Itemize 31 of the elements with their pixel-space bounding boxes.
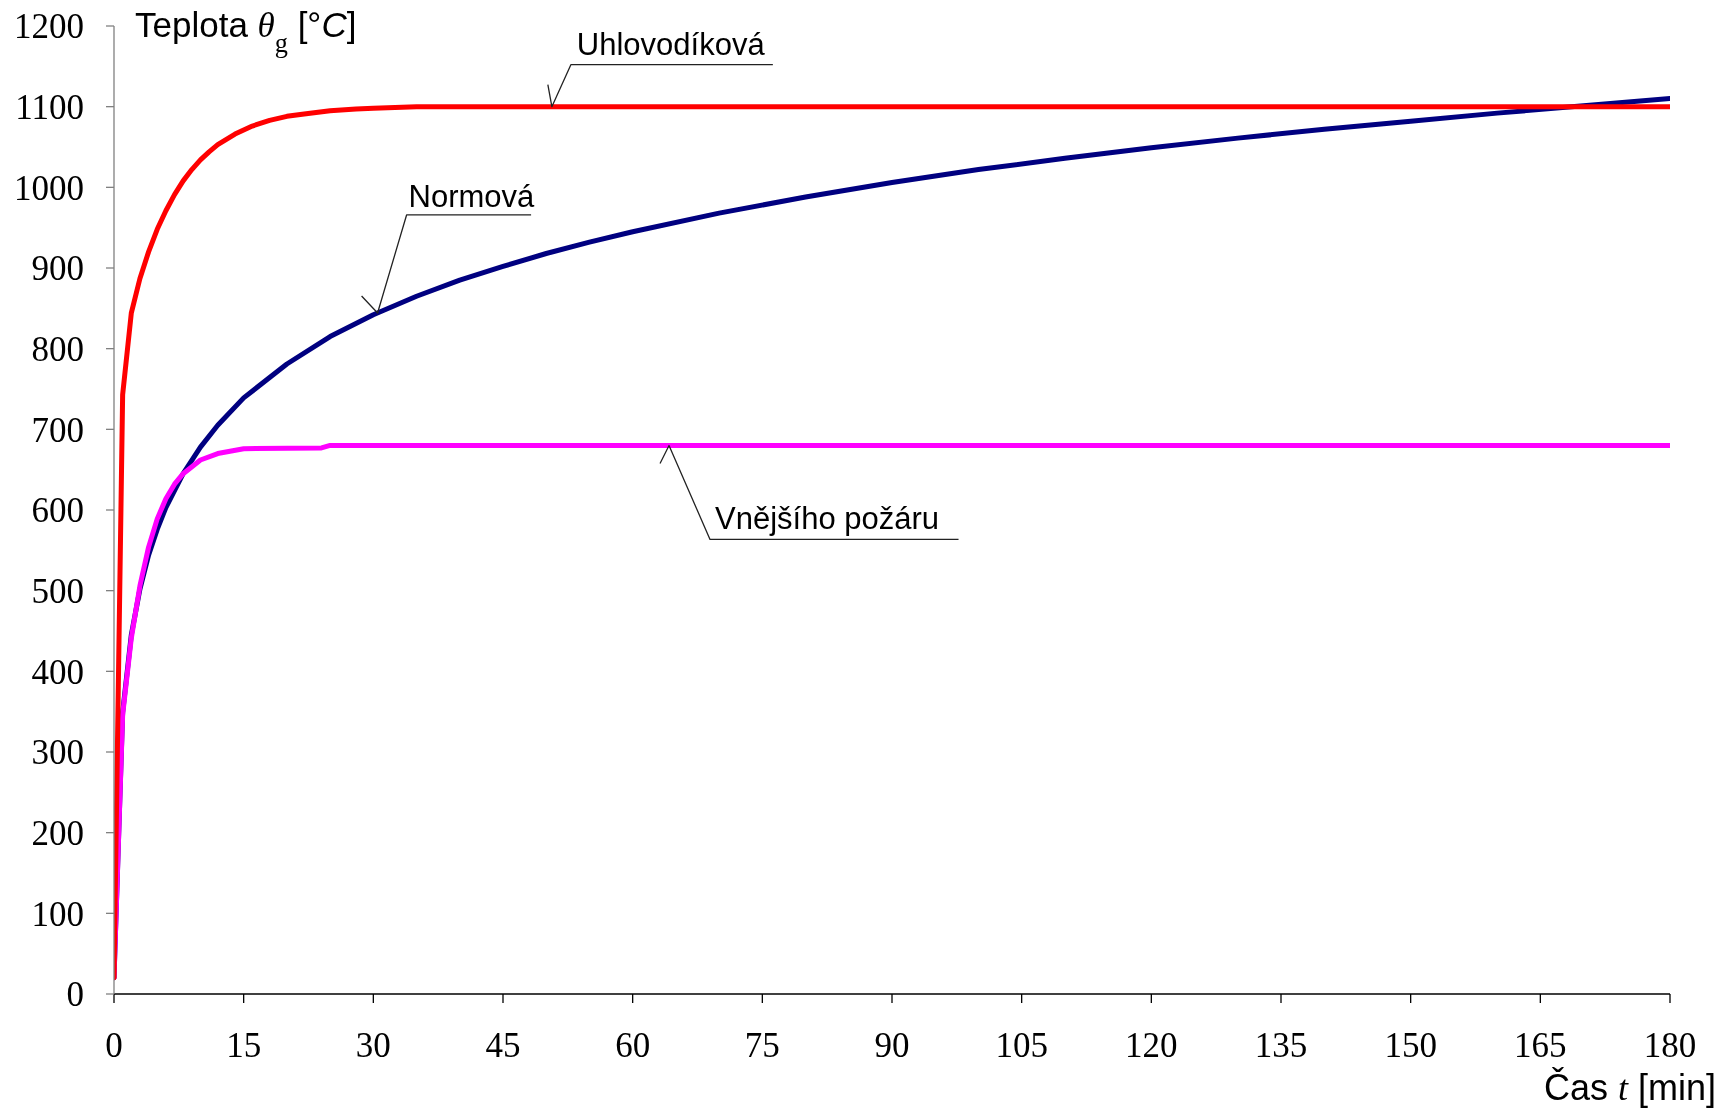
x-tick-label: 135 <box>1254 1025 1308 1065</box>
y-tick-label: 1000 <box>14 168 84 208</box>
x-tick-label: 60 <box>615 1025 651 1065</box>
y-axis-title: Teplota θ$_{g}$ [°C] <box>135 5 357 58</box>
x-tick-label: 30 <box>355 1025 391 1065</box>
y-tick-label: 0 <box>66 975 84 1015</box>
y-tick-label: 300 <box>31 733 84 773</box>
x-tick-label: 15 <box>226 1025 262 1065</box>
y-tick-label: 900 <box>31 249 84 289</box>
x-tick-label: 120 <box>1125 1025 1178 1065</box>
series-label: Vnějšího požáru <box>715 501 940 537</box>
x-tick-label: 180 <box>1643 1025 1697 1065</box>
series-label: Uhlovodíková <box>576 26 766 62</box>
x-tick-label: 165 <box>1514 1025 1567 1065</box>
y-tick-label: 800 <box>31 330 84 370</box>
y-tick-label: 400 <box>31 652 84 692</box>
y-tick-label: 200 <box>31 814 84 854</box>
x-tick-label: 150 <box>1384 1025 1437 1065</box>
y-tick-label: 1100 <box>15 88 84 128</box>
x-tick-label: 90 <box>874 1025 910 1065</box>
x-tick-label: 105 <box>995 1025 1048 1065</box>
x-tick-label: 45 <box>485 1025 521 1065</box>
y-tick-label: 100 <box>31 894 84 934</box>
x-tick-label: 0 <box>105 1025 123 1065</box>
y-tick-label: 500 <box>31 572 84 612</box>
y-tick-label: 1200 <box>14 7 84 47</box>
x-axis-title: Čas t [min] <box>1543 1067 1716 1108</box>
series-label: Normová <box>408 178 536 214</box>
x-tick-label: 75 <box>744 1025 780 1065</box>
y-tick-label: 600 <box>31 491 84 531</box>
y-tick-label: 700 <box>31 410 84 450</box>
